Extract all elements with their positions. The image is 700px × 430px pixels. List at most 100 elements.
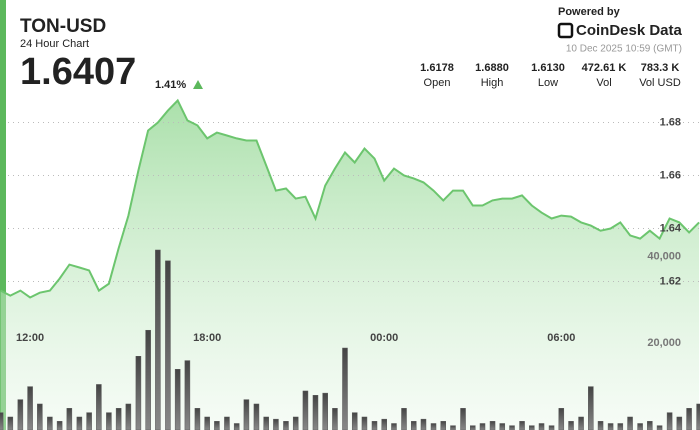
volume-bar [401, 408, 407, 430]
stat-value: 1.6130 [531, 62, 565, 74]
x-tick-label: 18:00 [193, 332, 221, 344]
brand-icon [557, 22, 574, 39]
volume-bar [597, 421, 604, 430]
y2-tick-label: 20,000 [647, 337, 681, 349]
volume-bar [0, 412, 4, 430]
volume-bar [676, 416, 683, 430]
volume-bar [430, 423, 437, 430]
volume-bar [194, 408, 201, 430]
stat-value: 1.6178 [420, 62, 454, 74]
volume-bar [165, 260, 171, 430]
symbol: TON-USD [20, 16, 106, 37]
volume-bar [106, 412, 112, 430]
volume-bar [440, 421, 447, 430]
subtitle: 24 Hour Chart [20, 38, 89, 50]
change: 1.41% [155, 79, 186, 91]
volume-bar [538, 423, 545, 430]
y2-tick-label: 40,000 [647, 250, 681, 262]
volume-bar [155, 249, 161, 430]
volume-bar [224, 416, 230, 430]
x-tick-label: 06:00 [547, 332, 575, 344]
volume-bar [302, 390, 309, 430]
up-arrow [193, 80, 203, 89]
volume-bar [519, 421, 525, 430]
volume-bar [76, 416, 83, 430]
volume-bar [86, 412, 92, 430]
volume-bar [351, 412, 358, 430]
x-tick-label: 12:00 [16, 332, 44, 344]
volume-bar [361, 416, 368, 430]
volume-bar [322, 392, 328, 430]
volume-bar [214, 421, 220, 430]
volume-bar [37, 403, 43, 430]
volume-bar [381, 418, 387, 430]
volume-bar [125, 403, 132, 430]
volume-bar [647, 421, 653, 430]
volume-bar [371, 421, 378, 430]
volume-bar [27, 386, 33, 430]
volume-bar [56, 421, 63, 430]
volume-bar [558, 408, 565, 430]
stat-label: Low [538, 77, 558, 89]
volume-bar [696, 403, 700, 430]
volume-bar [420, 418, 427, 430]
volume-bar [489, 421, 496, 430]
volume-bar [617, 423, 624, 430]
y-tick-label: 1.64 [660, 222, 682, 234]
volume-bar [7, 416, 14, 430]
volume-bar [588, 386, 594, 430]
volume-bar [204, 416, 210, 430]
stat-value: 1.6880 [475, 62, 509, 74]
volume-bar [273, 418, 279, 430]
y-tick-label: 1.66 [660, 169, 681, 181]
timestamp: 10 Dec 2025 10:59 (GMT) [566, 44, 682, 55]
y-tick-label: 1.68 [660, 116, 681, 128]
accent-bar [0, 0, 6, 430]
volume-bar [66, 408, 73, 430]
volume-bar [96, 384, 102, 430]
volume-bar [115, 408, 122, 430]
volume-bar [391, 423, 397, 430]
volume-bar [47, 416, 53, 430]
stat-label: Vol USD [639, 77, 681, 89]
volume-bar [479, 423, 486, 430]
volume-bar [312, 395, 319, 430]
volume-bar [470, 425, 476, 430]
volume-bar [233, 423, 240, 430]
volume-bar [529, 425, 535, 430]
powered-by: Powered by [558, 6, 621, 18]
volume-bar [656, 425, 663, 430]
price-area [0, 100, 700, 430]
stat-label: Vol [596, 77, 611, 89]
volume-bar [509, 425, 515, 430]
stat-value: 472.61 K [582, 62, 627, 74]
stat-value: 783.3 K [641, 62, 680, 74]
volume-bar [292, 416, 299, 430]
stat-label: Open [424, 77, 451, 89]
y-tick-label: 1.62 [660, 275, 681, 287]
volume-bar [578, 416, 584, 430]
volume-bar [283, 421, 289, 430]
volume-bar [568, 421, 574, 430]
volume-bar [548, 425, 555, 430]
volume-bar [135, 356, 142, 430]
volume-bar [450, 425, 456, 430]
volume-bar [145, 329, 151, 430]
volume-bar [499, 423, 506, 430]
volume-bar [184, 360, 191, 430]
volume-bar [686, 408, 692, 430]
volume-bar [666, 412, 673, 430]
volume-bar [460, 408, 466, 430]
x-tick-label: 00:00 [370, 332, 398, 344]
volume-bar [174, 369, 181, 430]
brand: CoinDesk Data [576, 22, 683, 39]
volume-bar [607, 423, 614, 430]
volume-bar [17, 399, 24, 430]
volume-bar [627, 416, 633, 430]
volume-bar [637, 423, 643, 430]
volume-bar [263, 416, 269, 430]
volume-bar [332, 408, 338, 430]
volume-bar [253, 403, 260, 430]
stat-label: High [481, 77, 504, 89]
